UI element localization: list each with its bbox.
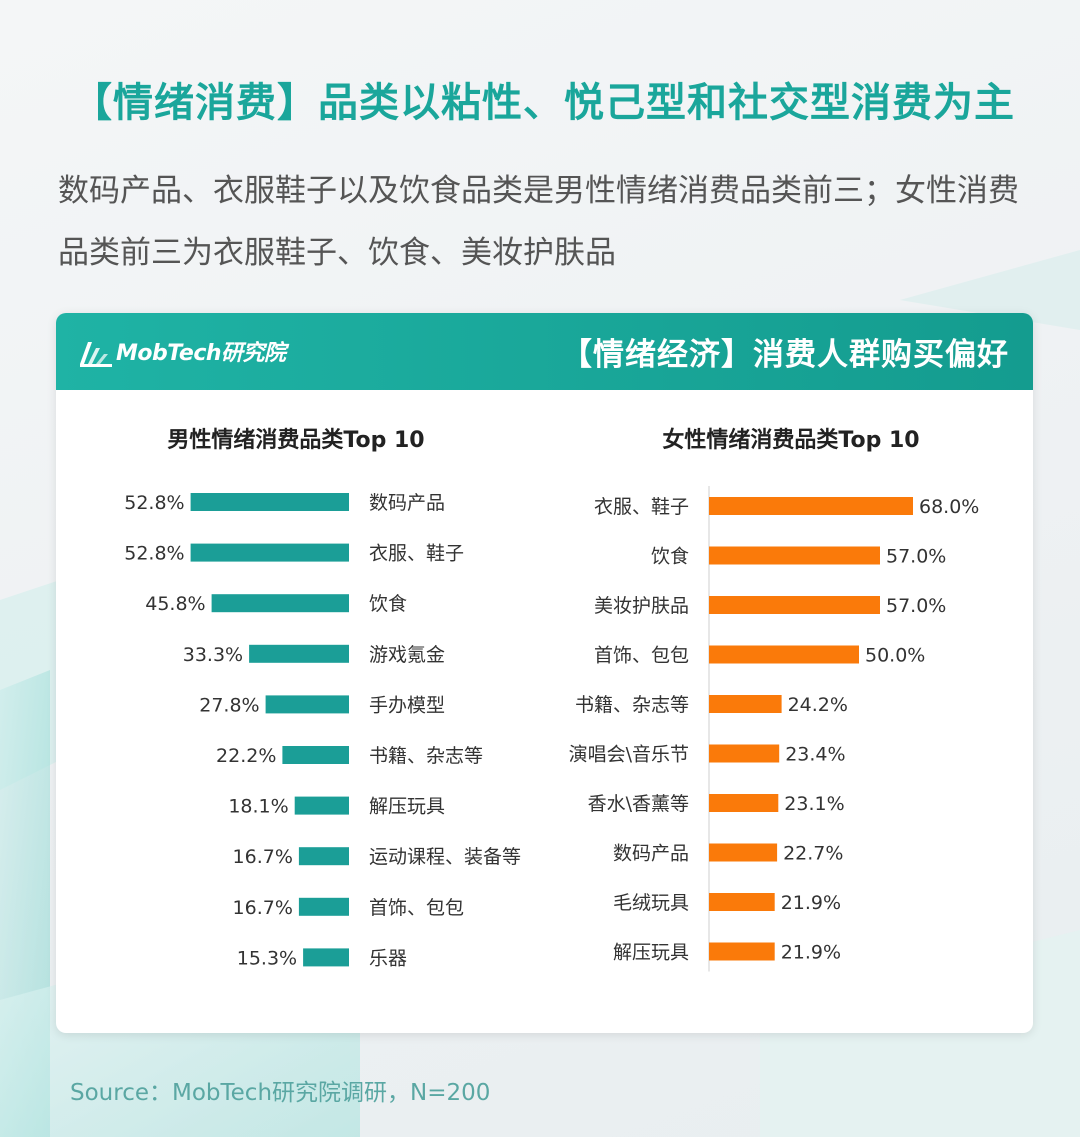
female-category-label: 美妆护肤品: [594, 595, 689, 617]
female-bar: [709, 645, 859, 664]
male-category-label: 书籍、杂志等: [369, 745, 483, 767]
female-value-label: 57.0%: [886, 546, 946, 568]
female-category-label: 饮食: [651, 546, 689, 568]
male-category-label: 运动课程、装备等: [369, 846, 521, 868]
female-bar: [709, 497, 913, 515]
male-bar: [303, 948, 349, 967]
female-category-label: 解压玩具: [613, 942, 689, 964]
card-title: 【情绪经济】消费人群购买偏好: [561, 337, 1009, 373]
source-note: Source：MobTech研究院调研，N=200: [70, 1080, 491, 1106]
female-category-label: 首饰、包包: [594, 645, 689, 667]
female-category-label: 演唱会\音乐节: [569, 744, 689, 766]
male-category-label: 衣服、鞋子: [369, 543, 464, 565]
male-bar: [211, 594, 349, 613]
charts-area: 男性情绪消费品类Top 10 52.8% 数码产品 52.8% 衣服、鞋子 45.8% 饮食…: [124, 427, 979, 972]
male-value-label: 22.2%: [216, 745, 276, 767]
male-value-label: 27.8%: [199, 694, 259, 716]
female-chart-title: 女性情绪消费品类Top 10: [662, 427, 919, 453]
male-value-label: 45.8%: [145, 593, 205, 615]
male-bar: [282, 746, 349, 764]
male-category-label: 乐器: [369, 947, 407, 969]
female-category-label: 书籍、杂志等: [575, 694, 689, 716]
female-bar: [709, 893, 775, 911]
female-category-label: 毛绒玩具: [613, 892, 689, 914]
female-category-label: 衣服、鞋子: [594, 496, 689, 518]
female-value-label: 23.1%: [784, 793, 844, 815]
male-category-label: 手办模型: [369, 694, 445, 716]
male-category-label: 数码产品: [369, 492, 445, 514]
male-category-label: 首饰、包包: [369, 897, 464, 919]
male-bar: [294, 796, 349, 815]
female-category-label: 香水\香薰等: [588, 793, 689, 815]
female-bar: [709, 744, 780, 763]
male-bar: [298, 897, 349, 916]
male-chart-title: 男性情绪消费品类Top 10: [167, 427, 424, 453]
male-value-label: 16.7%: [233, 897, 293, 919]
male-value-label: 52.8%: [124, 492, 184, 514]
female-bar: [709, 942, 775, 961]
male-value-label: 33.3%: [183, 644, 243, 666]
female-bar: [709, 695, 782, 713]
female-bar: [709, 546, 880, 565]
female-value-label: 21.9%: [781, 892, 841, 914]
male-bar: [265, 695, 349, 714]
female-bar: [709, 843, 778, 862]
female-category-label: 数码产品: [613, 843, 689, 865]
male-value-label: 16.7%: [233, 846, 293, 868]
female-value-label: 21.9%: [781, 942, 841, 964]
female-value-label: 68.0%: [919, 496, 979, 518]
page-subtitle: 数码产品、衣服鞋子以及饮食品类是男性情绪消费品类前三；女性消费品类前三为衣服鞋子…: [58, 173, 1019, 271]
female-value-label: 57.0%: [886, 595, 946, 617]
mobtech-logo-icon: [80, 342, 112, 367]
male-value-label: 52.8%: [124, 543, 184, 565]
male-category-label: 解压玩具: [369, 796, 445, 818]
male-bar: [298, 847, 349, 866]
female-value-label: 23.4%: [785, 744, 845, 766]
male-bar: [190, 493, 349, 511]
brand-text: MobTech研究院: [116, 341, 286, 366]
male-category-label: 饮食: [369, 593, 407, 615]
male-bar: [190, 543, 349, 562]
female-bar: [709, 794, 779, 812]
male-value-label: 18.1%: [228, 796, 288, 818]
brand-logo: MobTech研究院: [78, 331, 286, 371]
page-title: 【情绪消费】品类以粘性、悦己型和社交型消费为主: [72, 80, 1015, 126]
female-value-label: 24.2%: [788, 694, 848, 716]
male-value-label: 15.3%: [237, 947, 297, 969]
male-category-label: 游戏氪金: [369, 644, 445, 666]
female-value-label: 50.0%: [865, 645, 925, 667]
card-header: MobTech研究院 【情绪经济】消费人群购买偏好: [56, 313, 1033, 390]
male-bar: [249, 644, 349, 663]
chart-card: MobTech研究院 【情绪经济】消费人群购买偏好 男性情绪消费品类Top 10…: [56, 313, 1033, 1033]
female-bar: [709, 596, 880, 614]
female-value-label: 22.7%: [783, 843, 843, 865]
